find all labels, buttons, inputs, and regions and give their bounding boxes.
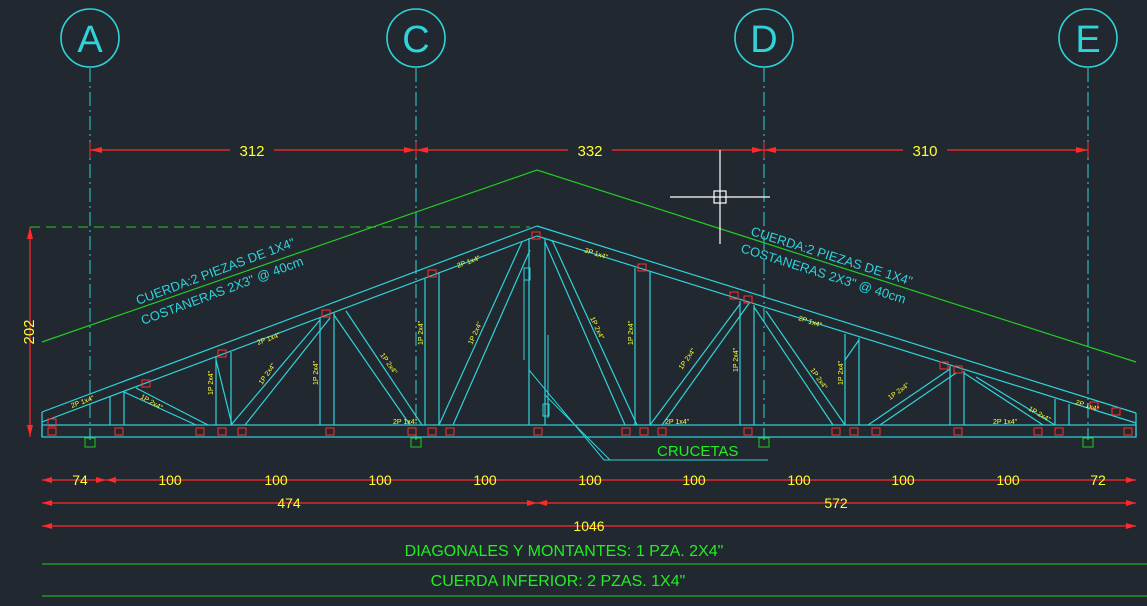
panel-dim-6: 100 bbox=[578, 472, 602, 488]
svg-text:2P 1x4": 2P 1x4" bbox=[665, 419, 690, 426]
grid-axis-A: A bbox=[60, 8, 120, 440]
svg-text:1P 2x4": 1P 2x4" bbox=[887, 382, 911, 402]
svg-text:1P 2x4": 1P 2x4" bbox=[467, 321, 484, 346]
dim-C-D: 332 bbox=[577, 143, 602, 160]
axis-label-A: A bbox=[77, 19, 103, 61]
roof-line bbox=[41, 169, 1137, 363]
panel-dim-3: 100 bbox=[264, 472, 288, 488]
axis-spacing-dimension: 312 332 310 bbox=[89, 141, 1089, 160]
height-dimension: 202 bbox=[21, 226, 530, 437]
grid-axis-E: E bbox=[1058, 8, 1118, 440]
svg-text:1P 2x4": 1P 2x4" bbox=[838, 360, 845, 385]
svg-text:1P 2x4": 1P 2x4" bbox=[678, 347, 698, 371]
svg-text:1P 2x4": 1P 2x4" bbox=[808, 367, 828, 391]
panel-dimensions: 74 100 100 100 100 100 100 100 100 100 7… bbox=[42, 472, 1136, 488]
panel-dim-5: 100 bbox=[473, 472, 497, 488]
partial-dim-left: 474 bbox=[277, 495, 301, 511]
panel-dim-4: 100 bbox=[368, 472, 392, 488]
panel-dim-9: 100 bbox=[891, 472, 915, 488]
diagonals-note: DIAGONALES Y MONTANTES: 1 PZA. 2X4" bbox=[405, 543, 724, 560]
top-chord-left bbox=[41, 225, 538, 413]
panel-dim-11: 72 bbox=[1090, 472, 1106, 488]
panel-dim-7: 100 bbox=[682, 472, 706, 488]
grid-axis-C: C bbox=[386, 8, 446, 440]
panel-dim-10: 100 bbox=[996, 472, 1020, 488]
svg-text:2P 1x4": 2P 1x4" bbox=[797, 315, 823, 329]
crucetas-label: CRUCETAS bbox=[657, 443, 738, 460]
truss bbox=[41, 225, 1137, 461]
svg-text:2P 1x4": 2P 1x4" bbox=[583, 247, 609, 261]
panel-dim-1: 74 bbox=[72, 472, 88, 488]
svg-text:1P 2x4": 1P 2x4" bbox=[313, 360, 320, 385]
svg-text:1P 2x4": 1P 2x4" bbox=[628, 320, 635, 345]
joint-markers bbox=[47, 231, 1133, 436]
axis-label-E: E bbox=[1075, 19, 1100, 61]
dim-D-E: 310 bbox=[912, 143, 937, 160]
svg-text:2P 1x4": 2P 1x4" bbox=[393, 419, 418, 426]
crosshair-cursor[interactable] bbox=[670, 150, 770, 244]
partial-dim-right: 572 bbox=[824, 495, 848, 511]
footer-notes: DIAGONALES Y MONTANTES: 1 PZA. 2X4" CUER… bbox=[42, 543, 1147, 597]
height-value: 202 bbox=[21, 319, 38, 344]
svg-text:2P 1x4": 2P 1x4" bbox=[256, 332, 282, 347]
bottom-chord-note: CUERDA INFERIOR: 2 PZAS. 1X4" bbox=[431, 573, 686, 590]
axis-label-C: C bbox=[402, 19, 429, 61]
bottom-chord bbox=[41, 424, 1137, 438]
axis-label-D: D bbox=[750, 19, 777, 61]
panel-dim-8: 100 bbox=[787, 472, 811, 488]
svg-text:2P 1x4": 2P 1x4" bbox=[1074, 399, 1100, 413]
dim-A-C: 312 bbox=[239, 143, 264, 160]
overall-dim-value: 1046 bbox=[573, 518, 604, 534]
svg-text:1P 2x4": 1P 2x4" bbox=[418, 320, 425, 345]
svg-text:1P 2x4": 1P 2x4" bbox=[733, 347, 740, 372]
svg-text:1P 2x4": 1P 2x4" bbox=[1027, 406, 1052, 424]
overall-dimension: 1046 bbox=[42, 518, 1136, 534]
svg-text:1P 2x4": 1P 2x4" bbox=[208, 370, 215, 395]
svg-text:2P 1x4": 2P 1x4" bbox=[993, 419, 1018, 426]
crucetas-leader bbox=[528, 369, 768, 461]
svg-text:2P 1x4": 2P 1x4" bbox=[456, 255, 482, 270]
grid-axis-D: D bbox=[734, 8, 794, 440]
top-chord-right bbox=[536, 225, 1137, 414]
supports bbox=[84, 437, 1094, 448]
panel-dim-2: 100 bbox=[158, 472, 182, 488]
partial-dimensions: 474 572 bbox=[42, 495, 1136, 511]
